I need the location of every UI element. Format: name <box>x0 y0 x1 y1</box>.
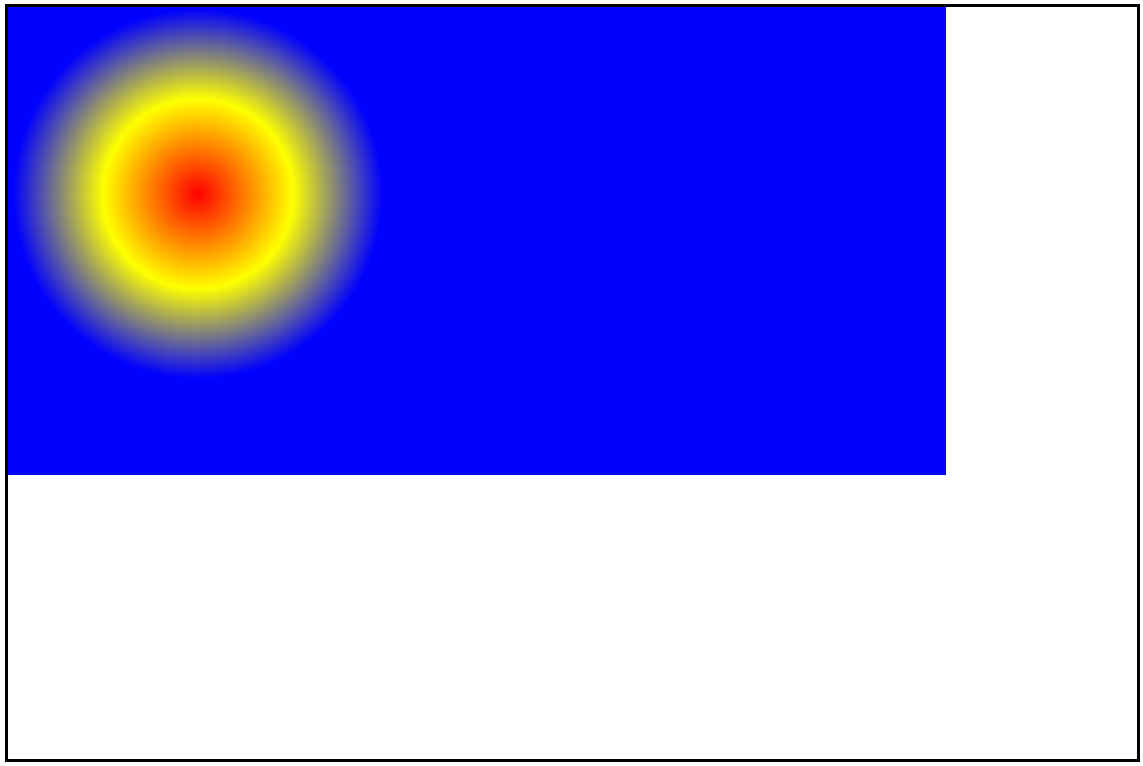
canvas-frame <box>5 4 1140 762</box>
radial-gradient-rectangle <box>8 7 946 475</box>
